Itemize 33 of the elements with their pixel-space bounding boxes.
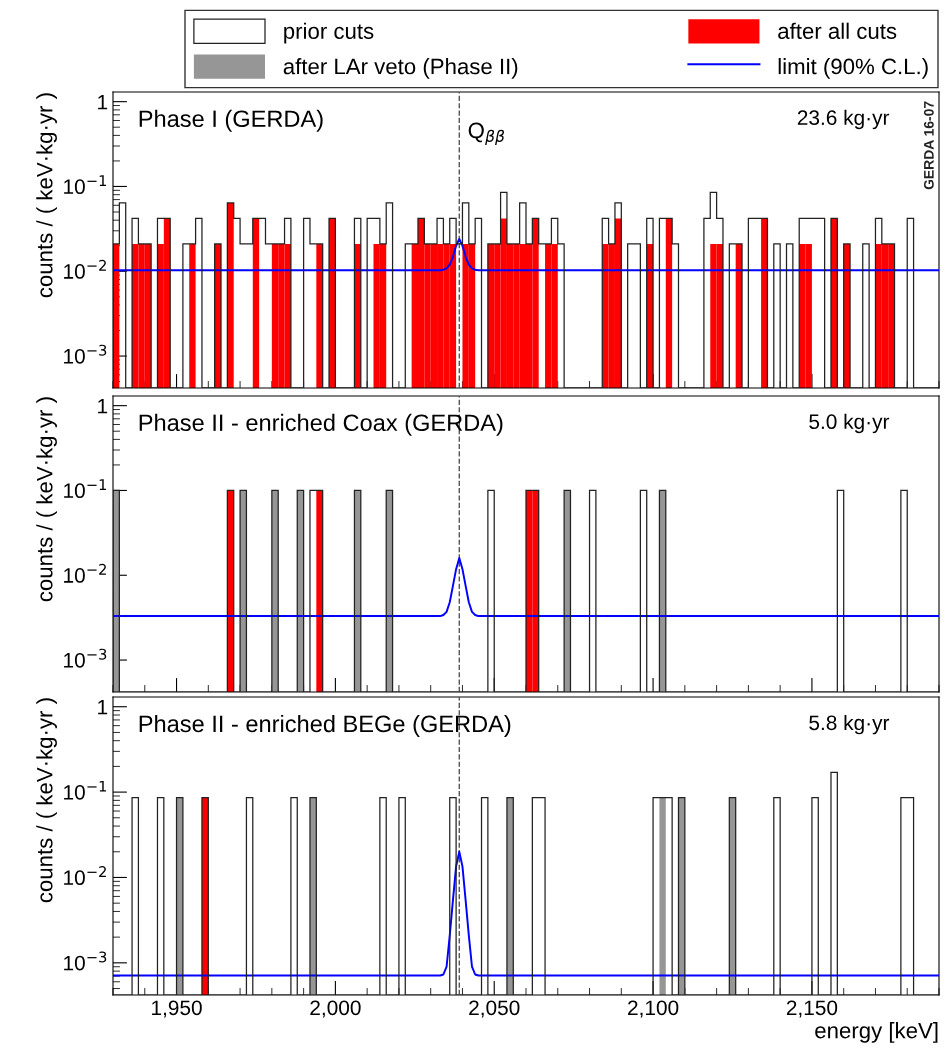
text: Phase I (GERDA) (139, 109, 323, 132)
x-tick-label: 2,050 (469, 1000, 520, 1018)
x-tick-label: 1,950 (152, 1000, 202, 1018)
ref-line-label: Q$_{ββ}$ (468, 122, 505, 145)
text: Phase II - enriched Coax (GERDA) (139, 413, 503, 436)
legend-label: limit (90% C.L.) (778, 58, 928, 79)
y-tick-label: 10$^{−1}$ (64, 175, 107, 195)
legend-label: after all cuts (778, 22, 897, 39)
y-tick-label: 1 (98, 94, 108, 110)
x-tick-label: 2,100 (628, 1000, 679, 1018)
y-tick-label: 10$^{−2}$ (64, 866, 106, 886)
x-axis-title: energy [keV] (815, 1022, 938, 1043)
y-tick-label: 1 (98, 398, 108, 414)
text: 5.0 kg·yr (809, 413, 890, 434)
y-tick-label: 10$^{−1}$ (64, 780, 107, 800)
legend-label: prior cuts (284, 22, 374, 44)
annotation: GERDA 16-07 (923, 101, 934, 190)
y-tick-label: 1 (98, 699, 108, 715)
legend-label: after LAr veto (Phase II) (283, 58, 518, 79)
y-tick-label: 10$^{−3}$ (64, 344, 107, 364)
y-tick-label: 10$^{−2}$ (64, 563, 106, 583)
y-axis-title: counts / ( keV·kg·yr ) (36, 698, 57, 903)
y-tick-label: 10$^{−2}$ (64, 259, 106, 279)
x-tick-label: 2,000 (310, 1000, 361, 1018)
x-tick-label: 2,150 (786, 1000, 838, 1018)
text: 23.6 kg·yr (797, 109, 890, 130)
y-axis-title: counts / ( keV·kg·yr ) (36, 93, 57, 298)
y-axis-title: counts / ( keV·kg·yr ) (36, 397, 57, 602)
text: Phase II - enriched BEGe (GERDA) (139, 714, 511, 737)
y-tick-label: 10$^{−1}$ (64, 479, 107, 499)
y-tick-label: 10$^{−3}$ (64, 648, 107, 668)
text: 5.8 kg·yr (809, 714, 890, 735)
y-tick-label: 10$^{−3}$ (64, 951, 107, 971)
